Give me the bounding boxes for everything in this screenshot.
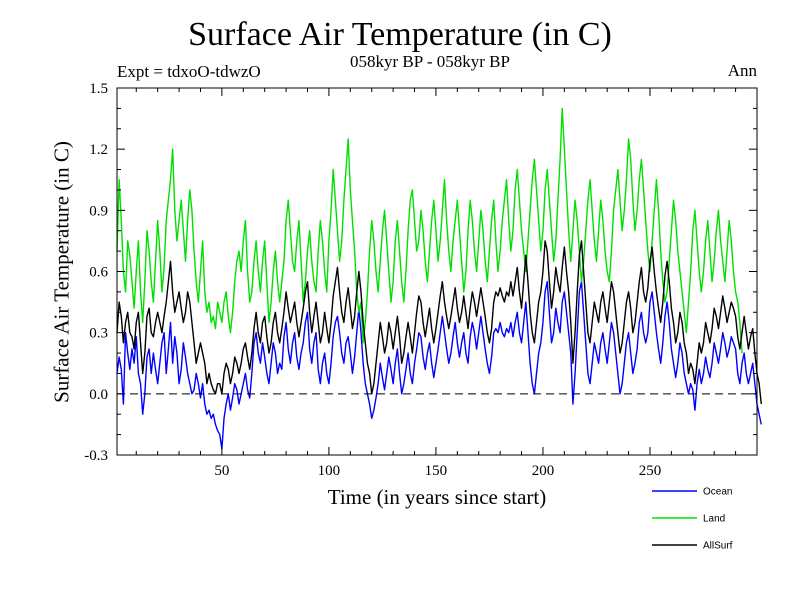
legend-label-allsurf: AllSurf bbox=[703, 541, 733, 552]
y-tick-label: -0.3 bbox=[84, 448, 108, 464]
chart-title: Surface Air Temperature (in C) bbox=[188, 16, 612, 53]
series-line-land bbox=[116, 107, 743, 354]
season-label: Ann bbox=[727, 61, 757, 80]
y-tick-label: 0.9 bbox=[89, 203, 108, 219]
series-line-allsurf bbox=[116, 240, 762, 405]
legend-label-land: Land bbox=[703, 514, 725, 525]
experiment-label: Expt = tdxoO-tdwzO bbox=[117, 62, 261, 81]
x-tick-label: 50 bbox=[214, 463, 229, 479]
x-tick-label: 150 bbox=[425, 463, 448, 479]
y-tick-label: 0.3 bbox=[89, 326, 108, 342]
series-line-ocean bbox=[116, 280, 762, 450]
legend-label-ocean: Ocean bbox=[703, 487, 732, 498]
plot-frame bbox=[116, 87, 758, 456]
y-tick-label: 0.6 bbox=[89, 265, 108, 281]
chart-subtitle: 058kyr BP - 058kyr BP bbox=[350, 52, 510, 71]
x-axis-label: Time (in years since start) bbox=[327, 485, 547, 509]
x-tick-label: 250 bbox=[639, 463, 662, 479]
y-tick-label: 1.2 bbox=[89, 142, 108, 158]
x-tick-label: 200 bbox=[532, 463, 555, 479]
y-tick-label: 1.5 bbox=[89, 81, 108, 97]
y-tick-label: 0.0 bbox=[89, 387, 108, 403]
x-tick-label: 100 bbox=[318, 463, 341, 479]
